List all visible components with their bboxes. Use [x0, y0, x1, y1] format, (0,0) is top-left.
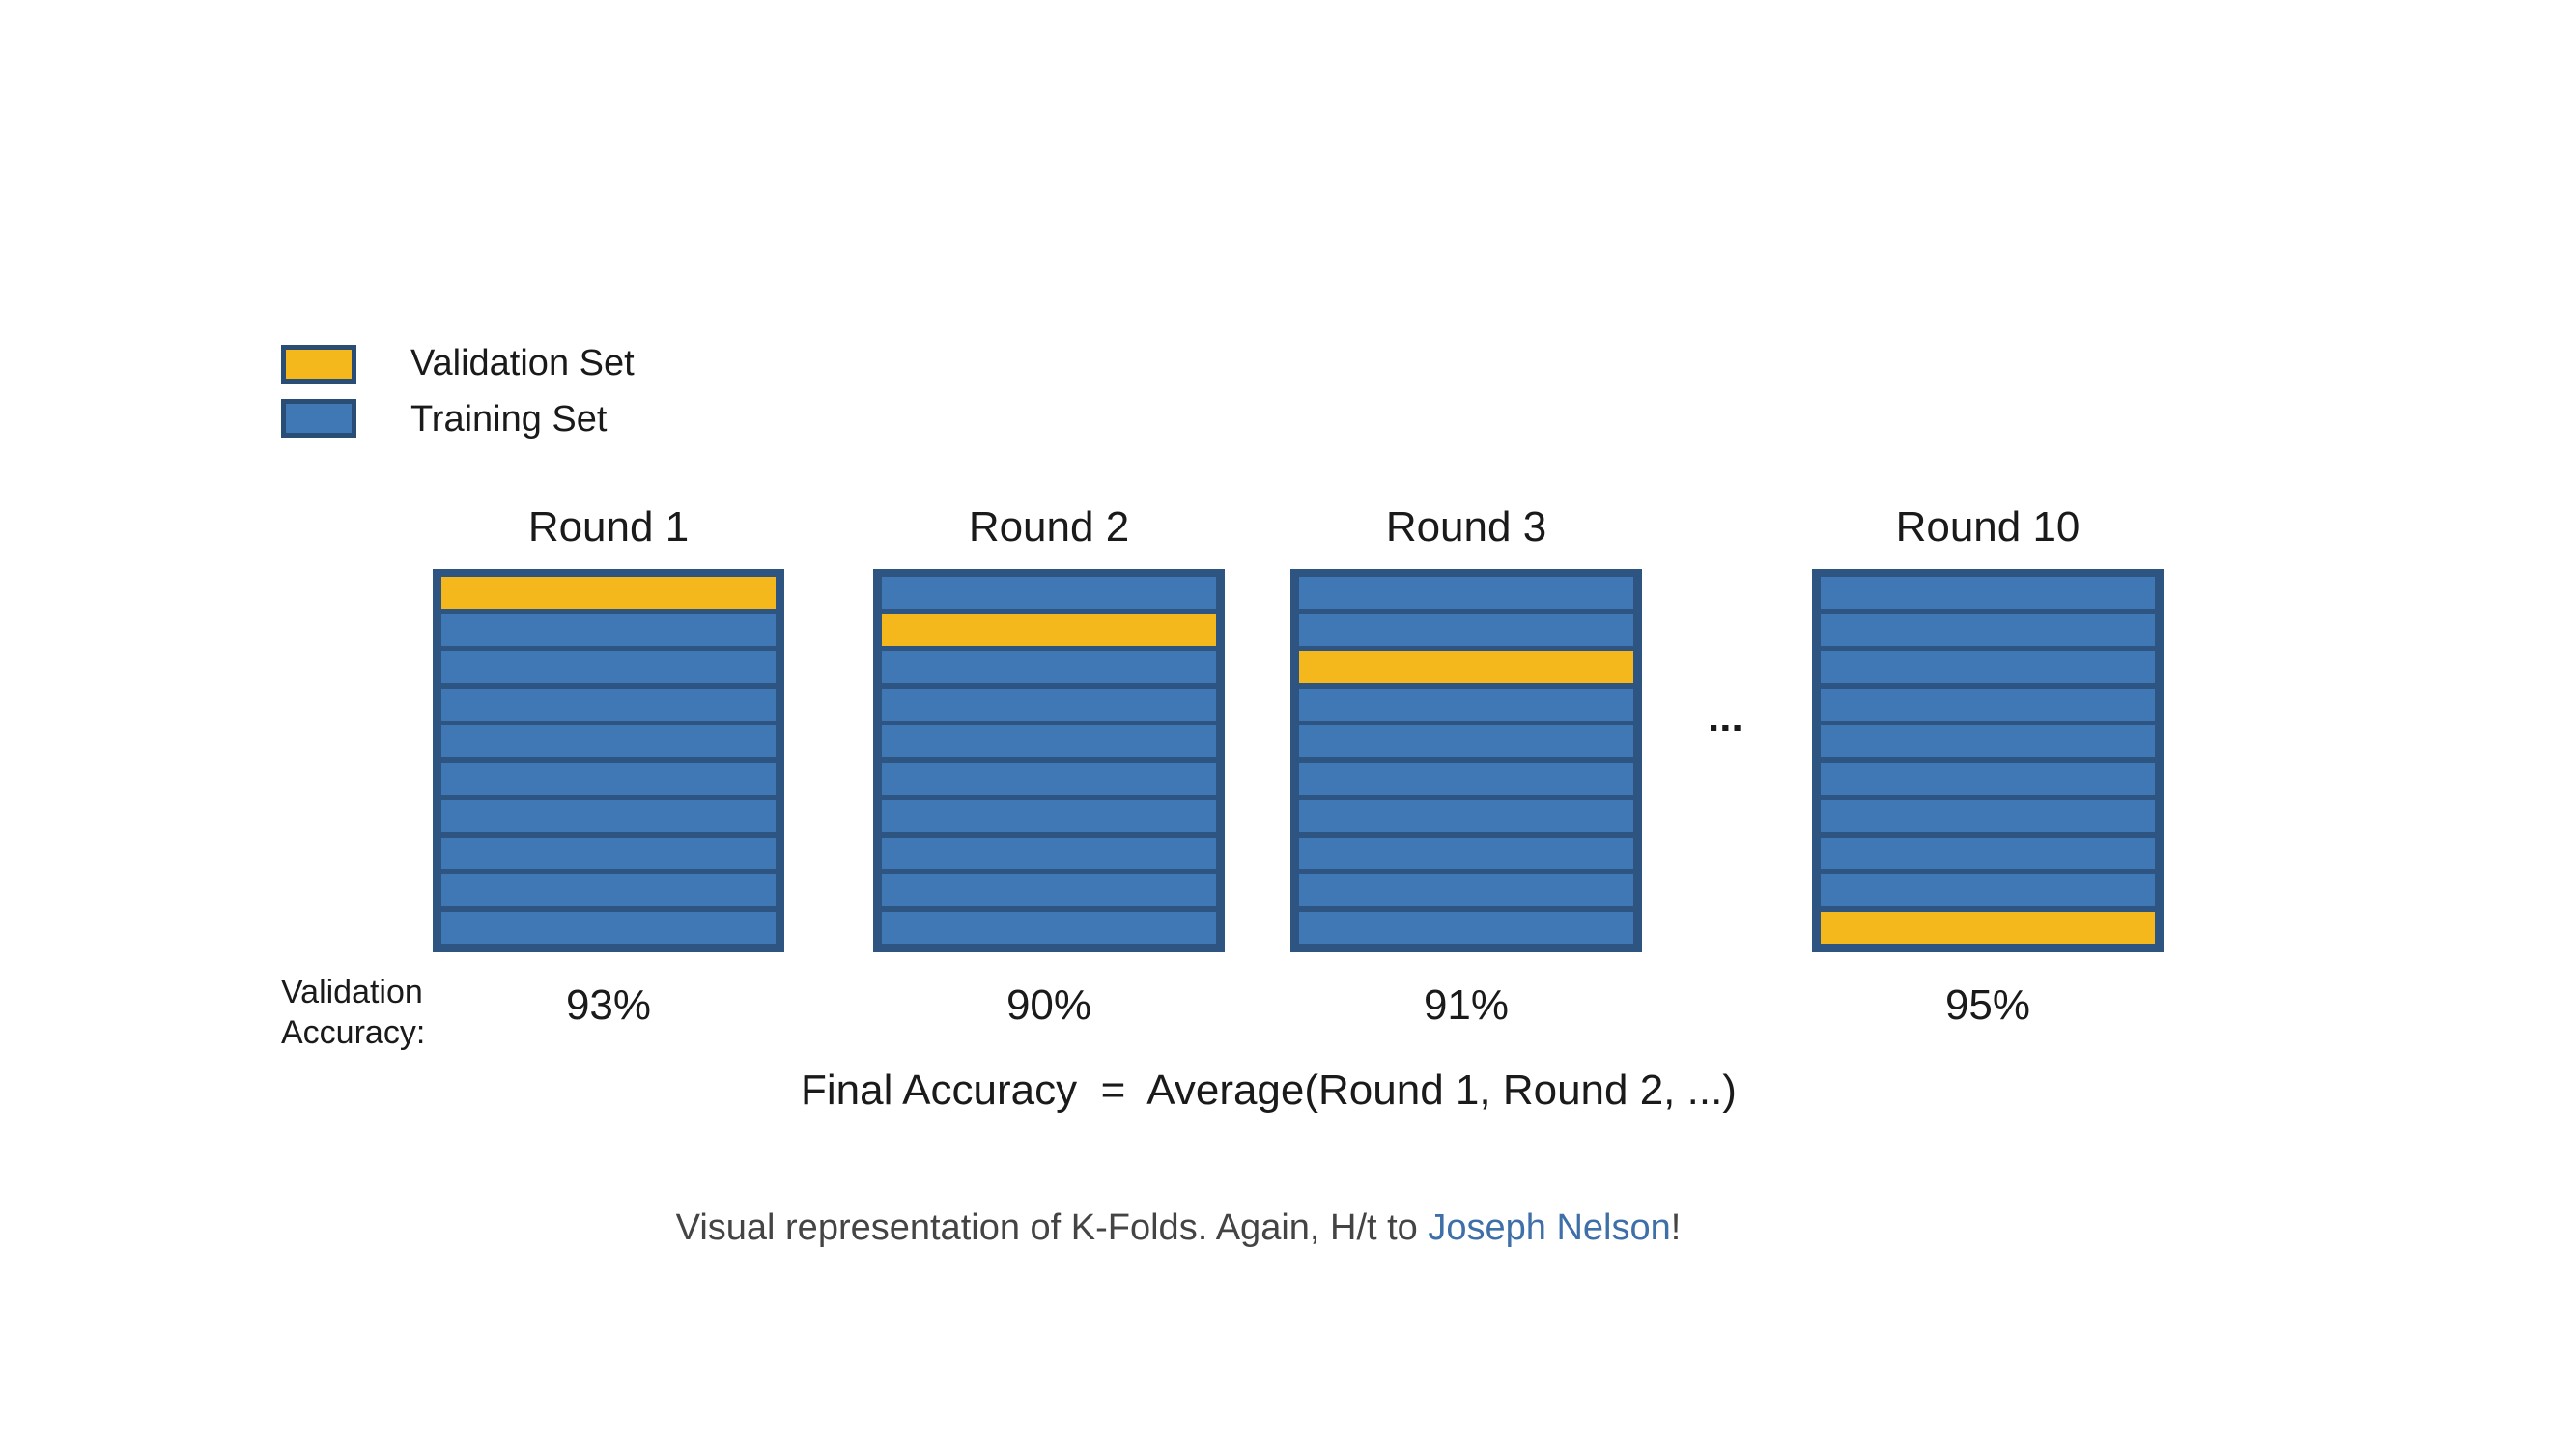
- training-fold: [1299, 837, 1633, 869]
- validation-fold: [1299, 651, 1633, 684]
- training-fold: [441, 874, 776, 907]
- training-fold: [882, 911, 1216, 944]
- caption-text: Visual representation of K-Folds. Again,…: [675, 1208, 1429, 1248]
- training-fold: [1299, 762, 1633, 795]
- training-fold: [1821, 874, 2155, 907]
- training-fold: [882, 874, 1216, 907]
- round-2-accuracy: 90%: [1005, 981, 1092, 1029]
- training-fold: [441, 651, 776, 684]
- training-fold: [1821, 725, 2155, 758]
- validation-fold: [1821, 911, 2155, 944]
- training-fold: [441, 725, 776, 758]
- training-fold: [1821, 800, 2155, 833]
- round-1-accuracy: 93%: [565, 981, 652, 1029]
- round-2-title: Round 2: [968, 503, 1130, 551]
- training-fold: [882, 688, 1216, 721]
- round-3-folds: [1290, 569, 1642, 952]
- legend-training-swatch: [281, 399, 356, 438]
- training-fold: [882, 651, 1216, 684]
- training-fold: [882, 725, 1216, 758]
- training-fold: [441, 837, 776, 869]
- training-fold: [1299, 725, 1633, 758]
- training-fold: [882, 577, 1216, 609]
- training-fold: [1821, 837, 2155, 869]
- training-fold: [1299, 577, 1633, 609]
- caption-suffix: !: [1670, 1208, 1682, 1248]
- training-fold: [1299, 613, 1633, 646]
- training-fold: [1821, 762, 2155, 795]
- validation-accuracy-label: Validation Accuracy:: [281, 972, 425, 1053]
- training-fold: [1299, 688, 1633, 721]
- round-10-folds: [1812, 569, 2164, 952]
- training-fold: [441, 800, 776, 833]
- validation-fold: [441, 577, 776, 609]
- training-fold: [1821, 577, 2155, 609]
- joseph-nelson-link[interactable]: Joseph Nelson: [1428, 1208, 1671, 1248]
- training-fold: [882, 800, 1216, 833]
- final-accuracy-formula: Final Accuracy = Average(Round 1, Round …: [801, 1066, 1737, 1114]
- training-fold: [441, 911, 776, 944]
- round-3-accuracy: 91%: [1423, 981, 1510, 1029]
- training-fold: [1821, 688, 2155, 721]
- round-1-title: Round 1: [527, 503, 690, 551]
- training-fold: [882, 837, 1216, 869]
- round-10-title: Round 10: [1895, 503, 2081, 551]
- training-fold: [441, 688, 776, 721]
- validation-fold: [882, 613, 1216, 646]
- training-fold: [1299, 874, 1633, 907]
- legend-validation-swatch: [281, 345, 356, 384]
- ellipsis: ...: [1708, 694, 1743, 741]
- round-2-folds: [873, 569, 1225, 952]
- legend-training-label: Training Set: [410, 399, 608, 440]
- round-3-title: Round 3: [1385, 503, 1547, 551]
- round-1-folds: [433, 569, 784, 952]
- round-10-accuracy: 95%: [1944, 981, 2031, 1029]
- training-fold: [1299, 911, 1633, 944]
- training-fold: [1299, 800, 1633, 833]
- validation-accuracy-label-line-1: Validation: [281, 974, 423, 1010]
- legend-validation-label: Validation Set: [410, 343, 635, 384]
- training-fold: [441, 762, 776, 795]
- training-fold: [882, 762, 1216, 795]
- caption: Visual representation of K-Folds. Again,…: [0, 1208, 2357, 1249]
- training-fold: [1821, 613, 2155, 646]
- training-fold: [1821, 651, 2155, 684]
- validation-accuracy-label-line-2: Accuracy:: [281, 1014, 426, 1051]
- training-fold: [441, 613, 776, 646]
